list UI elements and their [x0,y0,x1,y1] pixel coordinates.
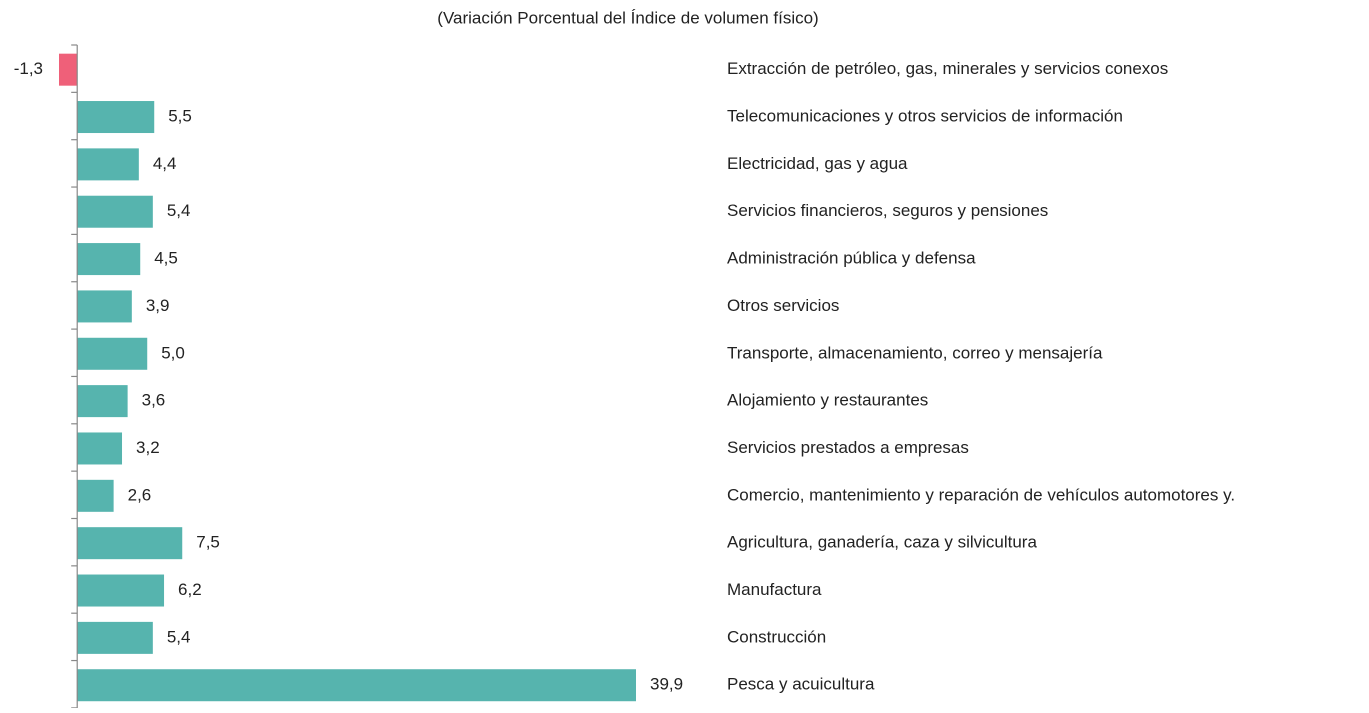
category-label: Electricidad, gas y agua [727,154,908,173]
bar [77,101,155,134]
bar [77,574,165,607]
category-label: Transporte, almacenamiento, correo y men… [727,343,1103,362]
category-label: Alojamiento y restaurantes [727,391,928,410]
bar [77,290,132,323]
category-label: Extracción de petróleo, gas, minerales y… [727,59,1168,78]
data-label: 5,4 [167,627,191,646]
data-label: 5,0 [161,343,185,362]
bar [77,148,139,181]
data-label: 3,9 [146,296,170,315]
category-label: Servicios prestados a empresas [727,438,969,457]
bar [59,53,78,86]
bar [77,621,153,654]
bar [77,669,637,702]
data-label: 5,4 [167,201,191,220]
data-label: 6,2 [178,580,202,599]
bar [77,527,183,560]
category-label: Pesca y acuicultura [727,675,875,694]
bar [77,479,114,512]
bar [77,432,123,465]
category-label: Telecomunicaciones y otros servicios de … [727,107,1123,126]
category-label: Construcción [727,627,826,646]
category-label: Manufactura [727,580,822,599]
data-label: -1,3 [14,59,43,78]
bar [77,385,128,418]
category-label: Otros servicios [727,296,839,315]
data-label: 2,6 [128,485,152,504]
bar [77,243,141,276]
chart-title: (Variación Porcentual del Índice de volu… [437,8,818,27]
data-label: 3,2 [136,438,160,457]
category-label: Comercio, mantenimiento y reparación de … [727,485,1235,504]
bar [77,195,153,228]
category-label: Administración pública y defensa [727,249,976,268]
data-label: 3,6 [142,391,166,410]
data-label: 4,4 [153,154,177,173]
bar [77,337,148,370]
data-label: 7,5 [196,533,220,552]
data-label: 4,5 [154,249,178,268]
data-label: 5,5 [168,107,192,126]
category-label: Agricultura, ganadería, caza y silvicult… [727,533,1037,552]
category-label: Servicios financieros, seguros y pension… [727,201,1048,220]
data-label: 39,9 [650,675,683,694]
